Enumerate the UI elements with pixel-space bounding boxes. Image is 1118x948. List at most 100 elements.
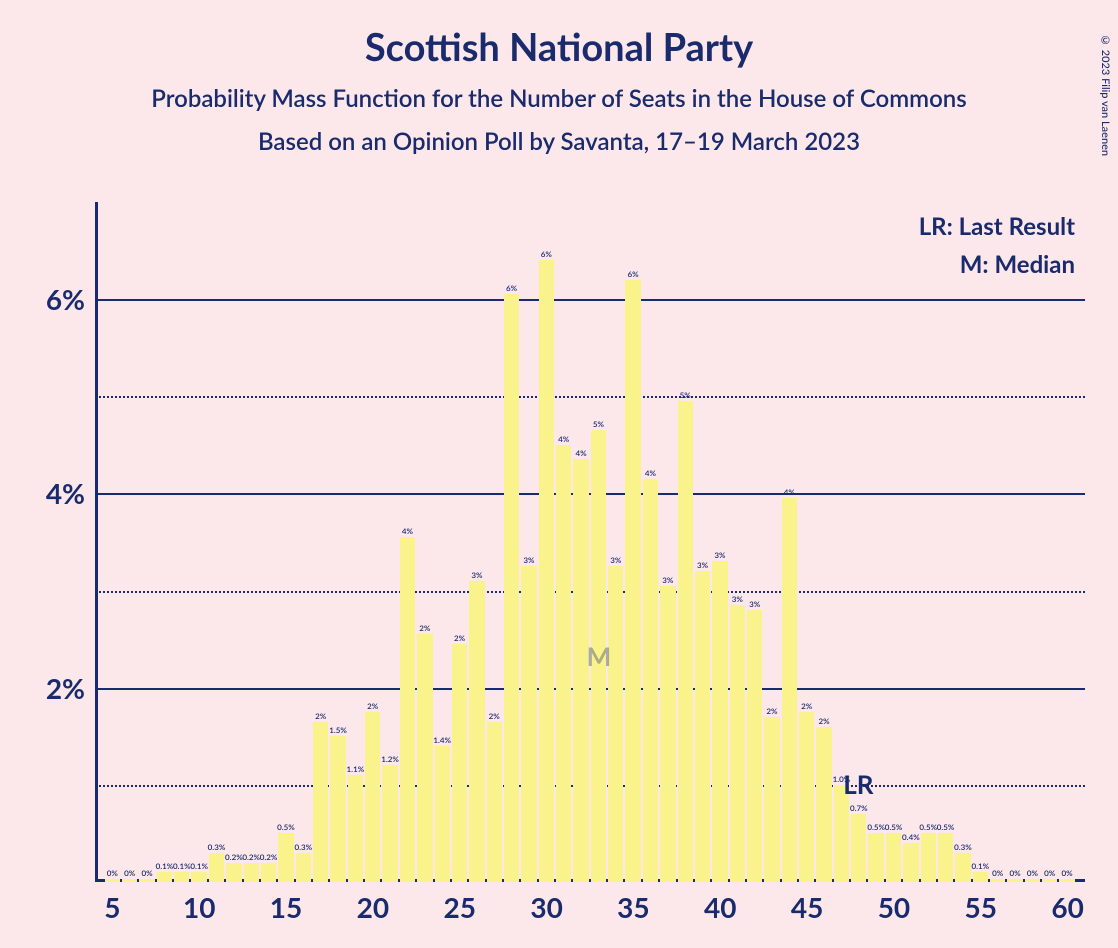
bar: 0% [1024,879,1041,882]
bar: 0.5% [885,833,902,882]
bar: 0.3% [295,853,312,882]
bar: 5% [590,430,607,882]
bar: 3% [659,586,676,882]
bar-rect [955,853,970,882]
bar: 2% [763,717,780,882]
bar: 2% [798,712,815,882]
bar-value-label: 0.1% [971,861,989,871]
bar: 3% [607,566,624,882]
bar-rect [417,634,432,882]
bar-rect [886,833,901,882]
bar: 4% [399,537,416,882]
bar-value-label: 0.1% [190,861,208,871]
chart-subtitle-1: Probability Mass Function for the Number… [0,84,1118,113]
bar-value-label: 4% [558,434,569,444]
bar-value-label: 3% [732,594,743,604]
bar-rect [851,814,866,882]
bar: 0.1% [190,872,207,882]
bar: 0.5% [920,833,937,882]
bar: 0% [104,879,121,882]
bar-rect [782,498,797,882]
bar-value-label: 5% [680,390,691,400]
bar-rect [487,722,502,882]
bar: 3% [694,571,711,882]
lr-marker: LR [843,768,873,800]
bar-rect [382,765,397,882]
x-tick-label: 20 [357,890,389,924]
bar-rect [660,586,675,882]
bar: 6% [503,294,520,882]
bar-rect [990,879,1005,882]
bar-value-label: 2% [819,716,830,726]
bar-value-label: 0.1% [173,861,191,871]
bar-rect [191,872,206,882]
bar: 2% [364,712,381,882]
bar-value-label: 0.2% [242,852,260,862]
bar: 0.5% [937,833,954,882]
bar: 3% [746,610,763,882]
bar-rect [539,260,554,882]
bar-rect [261,863,276,882]
bar-rect [278,833,293,882]
bar-value-label: 1.2% [381,754,399,764]
bar-rect [921,833,936,882]
bar-rect [643,479,658,882]
bar-value-label: 6% [628,269,639,279]
bar: 0.5% [277,833,294,882]
bar-rect [139,879,154,882]
bar-rect [1059,879,1074,882]
bar-value-label: 2% [315,711,326,721]
chart-title: Scottish National Party [0,24,1118,70]
x-tick-label: 5 [104,890,120,924]
bar-rect [591,430,606,882]
x-tick-label: 35 [617,890,649,924]
x-tick-label: 45 [791,890,823,924]
x-tick-label: 15 [270,890,302,924]
bar-rect [973,872,988,882]
bar-value-label: 1.5% [329,725,347,735]
bar: 0% [1041,879,1058,882]
bar-value-label: 0.3% [294,842,312,852]
bar: 4% [555,445,572,882]
bar-value-label: 1.1% [347,764,365,774]
bar: 2% [486,722,503,882]
bar-rect [174,872,189,882]
bar-rect [296,853,311,882]
bar: 2% [451,644,468,882]
bar: 4% [642,479,659,882]
bar: 1.5% [329,736,346,882]
bar: 0.2% [243,863,260,882]
bar: 2% [312,722,329,882]
bar-value-label: 0% [107,868,118,878]
bar: 0% [1006,879,1023,882]
bar-value-label: 6% [506,283,517,293]
bar-value-label: 0% [1062,868,1073,878]
chart-subtitle-2: Based on an Opinion Poll by Savanta, 17–… [0,127,1118,156]
bar: 0.1% [972,872,989,882]
x-tick-label: 10 [183,890,215,924]
bar-rect [1042,879,1057,882]
bar-value-label: 0.4% [902,832,920,842]
bar-value-label: 0% [992,868,1003,878]
bar: 3% [468,581,485,882]
x-tick-label: 50 [878,890,910,924]
bar-rect [209,853,224,882]
bar-value-label: 0.5% [867,822,885,832]
bar-rect [504,294,519,882]
x-tick-label: 60 [1051,890,1083,924]
bar: 0.5% [867,833,884,882]
bar-rect [435,746,450,882]
bar: 0.1% [156,872,173,882]
bar: 0% [989,879,1006,882]
bar-value-label: 4% [784,487,795,497]
bar-value-label: 0.2% [225,852,243,862]
bar-rect [764,717,779,882]
bar: 6% [624,280,641,882]
x-tick-label: 40 [704,890,736,924]
bar: 6% [538,260,555,882]
bar-value-label: 0% [1009,868,1020,878]
bar: 0.3% [208,853,225,882]
bar: 2% [815,727,832,882]
bar: 3% [711,561,728,882]
bar: 0% [121,879,138,882]
